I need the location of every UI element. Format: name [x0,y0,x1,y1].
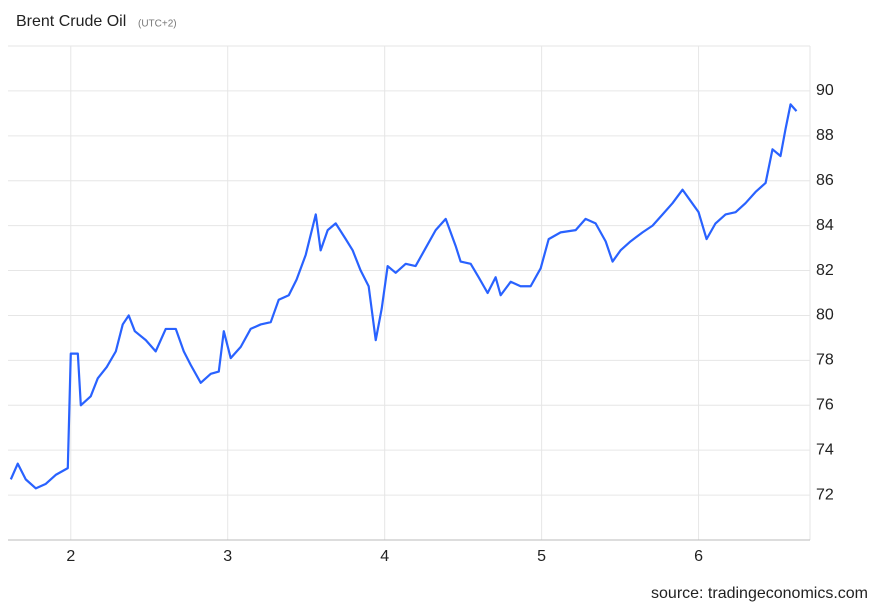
x-tick-label: 4 [380,548,389,565]
price-line [9,103,798,490]
x-tick-label: 5 [537,548,546,565]
chart-title: Brent Crude Oil [16,13,126,30]
y-tick-label: 80 [816,307,834,324]
y-tick-label: 78 [816,352,834,369]
x-tick-label: 2 [66,548,75,565]
y-tick-label: 82 [816,262,834,279]
y-tick-label: 76 [816,396,834,413]
x-tick-label: 3 [223,548,232,565]
y-tick-label: 88 [816,127,834,144]
y-tick-label: 72 [816,486,834,503]
y-tick-label: 84 [816,217,834,234]
y-tick-label: 74 [816,441,834,458]
chart-subtitle: (UTC+2) [138,19,177,30]
x-tick-label: 6 [694,548,703,565]
y-tick-label: 86 [816,172,834,189]
y-tick-label: 90 [816,82,834,99]
source: source: tradingeconomics.com [651,585,868,602]
